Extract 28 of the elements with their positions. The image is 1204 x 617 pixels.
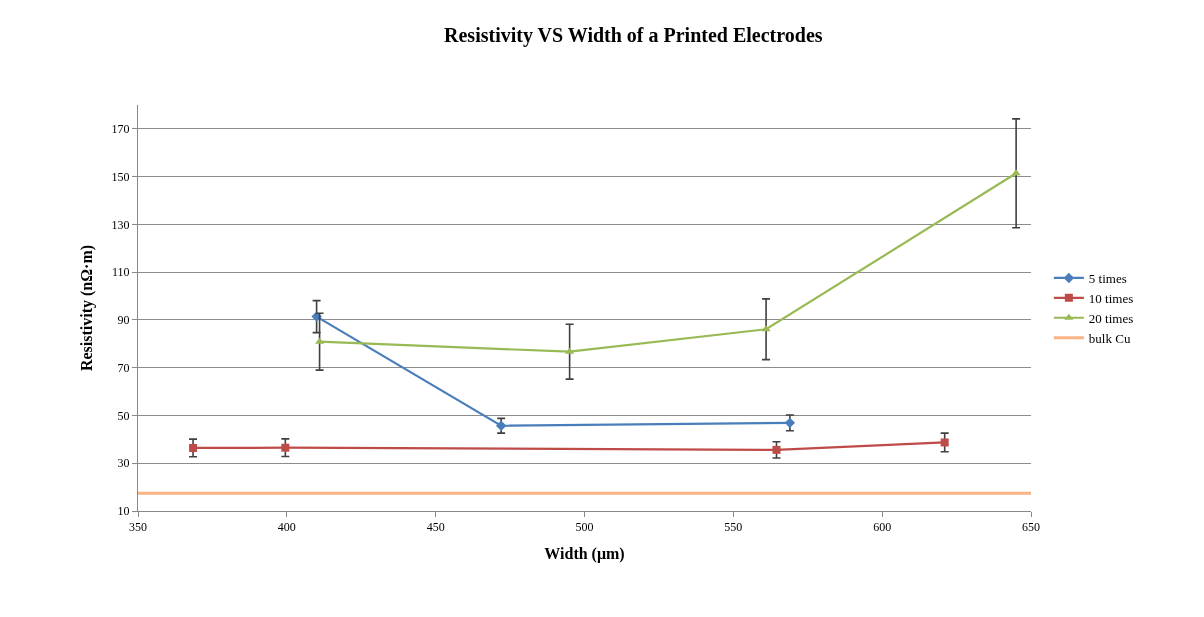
x-tick-label: 550 — [724, 520, 743, 535]
y-tick-label: 130 — [111, 217, 130, 232]
legend-label: 10 times — [1088, 290, 1134, 306]
legend-label: bulk Cu — [1088, 330, 1131, 346]
x-tick-label: 600 — [873, 520, 892, 535]
x-tick-label: 350 — [129, 520, 147, 535]
y-tick-label: 10 — [117, 504, 130, 519]
x-tick-label: 450 — [426, 520, 445, 535]
y-tick-label: 70 — [117, 360, 130, 375]
point — [940, 438, 949, 447]
y-tick-label: 170 — [111, 122, 130, 137]
y-tick-label: 30 — [117, 456, 130, 471]
legend-label: 5 times — [1088, 271, 1127, 287]
x-axis-title: Width (μm) — [544, 545, 625, 564]
legend-label: 20 times — [1088, 310, 1134, 326]
x-tick-label: 500 — [575, 520, 594, 535]
y-tick-label: 110 — [112, 265, 130, 280]
y-tick-label: 150 — [111, 169, 130, 184]
point — [772, 445, 781, 454]
y-tick-label: 50 — [117, 408, 130, 423]
y-axis-title: Resistivity (nΩ·m) — [78, 244, 97, 372]
point — [565, 347, 575, 354]
point — [189, 443, 198, 452]
chart-title: Resistivity VS Width of a Printed Electrodes — [444, 23, 823, 47]
x-tick-label: 650 — [1022, 520, 1040, 535]
y-tick-label: 90 — [117, 313, 130, 328]
x-tick-label: 400 — [277, 520, 296, 535]
point — [281, 443, 290, 452]
